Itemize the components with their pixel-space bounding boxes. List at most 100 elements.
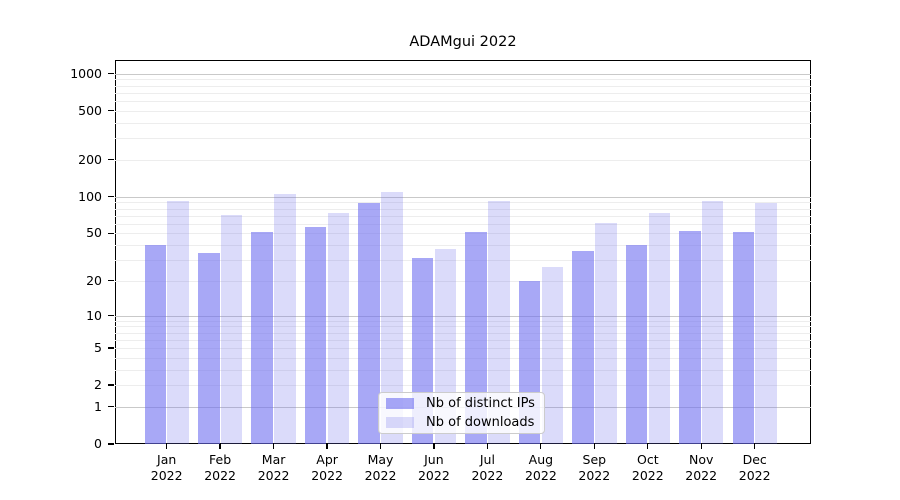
minor-gridline-90 [115,202,811,204]
minor-gridline-600 [115,101,811,102]
chart-title: ADAMgui 2022 [409,34,517,50]
x-axis-label-jun: Jun 2022 [417,452,450,483]
y-axis-tick-10 [108,314,114,317]
x-axis-tick-feb [219,444,221,449]
minor-gridline-70 [115,215,811,217]
y-axis-label-1: 1 [94,398,102,414]
x-axis-label-may: May 2022 [364,452,397,483]
legend-item-distinct-ips: Nb of distinct IPs [386,396,537,412]
y-axis-tick-1000 [108,73,114,75]
x-axis-tick-aug [540,444,542,449]
x-axis-tick-apr [326,444,328,449]
minor-gridline-60 [115,223,811,225]
bar-downloads-aug [541,267,564,444]
y-axis-label-200: 200 [78,151,102,167]
major-gridline-100 [115,196,811,198]
minor-gridline-30 [115,259,811,261]
bar-downloads-feb [220,214,243,444]
y-axis-tick-200 [108,159,114,161]
x-axis-label-dec: Dec 2022 [738,452,771,483]
legend-item-downloads: Nb of downloads [386,415,537,431]
x-axis-label-nov: Nov 2022 [685,452,718,483]
gridline-layer [115,60,811,444]
y-axis-tick-500 [108,110,114,112]
bar-downloads-jul [488,201,510,444]
minor-gridline-6 [115,339,811,341]
bar-downloads-mar [274,193,296,444]
y-axis-label-500: 500 [78,102,102,118]
legend-swatch-downloads [386,417,414,428]
x-axis-label-sep: Sep 2022 [578,452,611,483]
x-axis-tick-oct [647,444,649,449]
bar-ips-apr [304,227,327,444]
minor-gridline-5 [115,348,811,349]
minor-gridline-50 [115,233,811,235]
minor-gridline-800 [115,85,811,87]
minor-gridline-500 [115,110,811,112]
y-axis-label-100: 100 [78,188,102,204]
x-axis-tick-jan [166,444,168,449]
bar-ips-nov [679,231,701,444]
legend-swatch-distinct-ips [386,398,414,409]
minor-gridline-300 [115,138,811,140]
minor-gridline-80 [115,208,811,210]
x-axis-label-oct: Oct 2022 [631,452,664,483]
y-axis-tick-20 [108,280,114,282]
legend-label-distinct-ips: Nb of distinct IPs [426,395,535,411]
y-axis-tick-5 [108,347,114,349]
bar-downloads-nov [701,200,724,444]
minor-gridline-700 [115,92,811,94]
y-axis-label-1000: 1000 [70,65,102,81]
minor-gridline-200 [115,159,811,161]
bar-ips-dec [732,232,754,444]
bar-ips-sep [572,250,594,444]
x-axis-tick-jul [486,444,489,449]
x-axis-tick-may [379,444,382,449]
y-axis-tick-2 [108,384,114,386]
x-axis-tick-jun [433,444,435,449]
bars-layer [115,60,811,444]
minor-gridline-20 [115,280,811,282]
bar-downloads-oct [648,213,670,444]
bar-downloads-may [381,192,403,444]
y-axis-tick-100 [108,195,114,198]
legend: Nb of distinct IPs Nb of downloads [378,392,545,434]
y-axis-label-50: 50 [86,225,102,241]
minor-gridline-9 [115,320,811,322]
y-axis-label-0: 0 [94,436,102,451]
major-gridline-1000 [115,73,811,75]
bar-ips-jan [144,245,166,444]
y-axis-label-2: 2 [94,377,102,393]
minor-gridline-3 [115,369,811,371]
bar-ips-oct [625,245,648,444]
x-axis-label-jul: Jul 2022 [471,452,504,483]
y-axis-tick-0 [108,443,114,445]
bar-downloads-jan [167,200,189,444]
minor-gridline-400 [115,122,811,124]
x-axis-tick-dec [754,444,756,449]
minor-gridline-900 [115,79,811,81]
minor-gridline-7 [115,332,811,334]
minor-gridline-40 [115,245,811,246]
x-axis-label-jan: Jan 2022 [150,452,183,483]
bar-ips-feb [198,253,220,444]
bar-downloads-dec [755,202,777,444]
bar-ips-mar [251,232,273,444]
bar-downloads-apr [327,212,350,444]
minor-gridline-8 [115,326,811,328]
legend-label-downloads: Nb of downloads [426,414,535,430]
y-axis-tick-50 [108,232,114,234]
y-axis-label-10: 10 [86,307,102,323]
major-gridline-10 [115,315,811,317]
minor-gridline-2 [115,385,811,387]
x-axis-tick-sep [593,444,595,449]
minor-gridline-4 [115,357,811,359]
x-axis-label-feb: Feb 2022 [204,452,236,483]
x-axis-label-aug: Aug 2022 [524,452,557,483]
bar-downloads-sep [595,222,617,444]
x-axis-tick-mar [272,444,275,449]
x-axis-label-mar: Mar 2022 [257,452,290,483]
bar-ips-may [358,202,380,444]
y-axis-tick-1 [108,406,114,408]
